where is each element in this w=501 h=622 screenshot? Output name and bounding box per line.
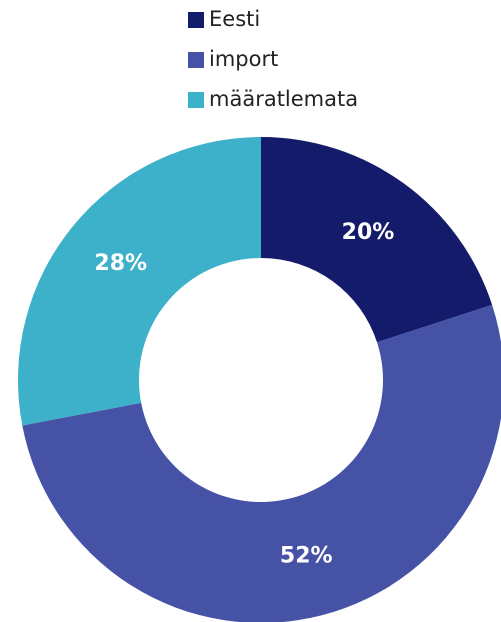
legend-label: import xyxy=(209,47,278,71)
data-label: 20% xyxy=(342,220,395,245)
legend-label: määratlemata xyxy=(209,87,358,111)
legend-swatch xyxy=(188,12,204,28)
data-label: 52% xyxy=(280,543,333,568)
data-label: 28% xyxy=(94,251,147,276)
legend-swatch xyxy=(188,52,204,68)
donut-segment xyxy=(17,137,262,426)
legend-label: Eesti xyxy=(209,7,260,31)
legend-swatch xyxy=(188,92,204,108)
donut-segment xyxy=(261,137,493,343)
donut-segment xyxy=(22,304,501,622)
